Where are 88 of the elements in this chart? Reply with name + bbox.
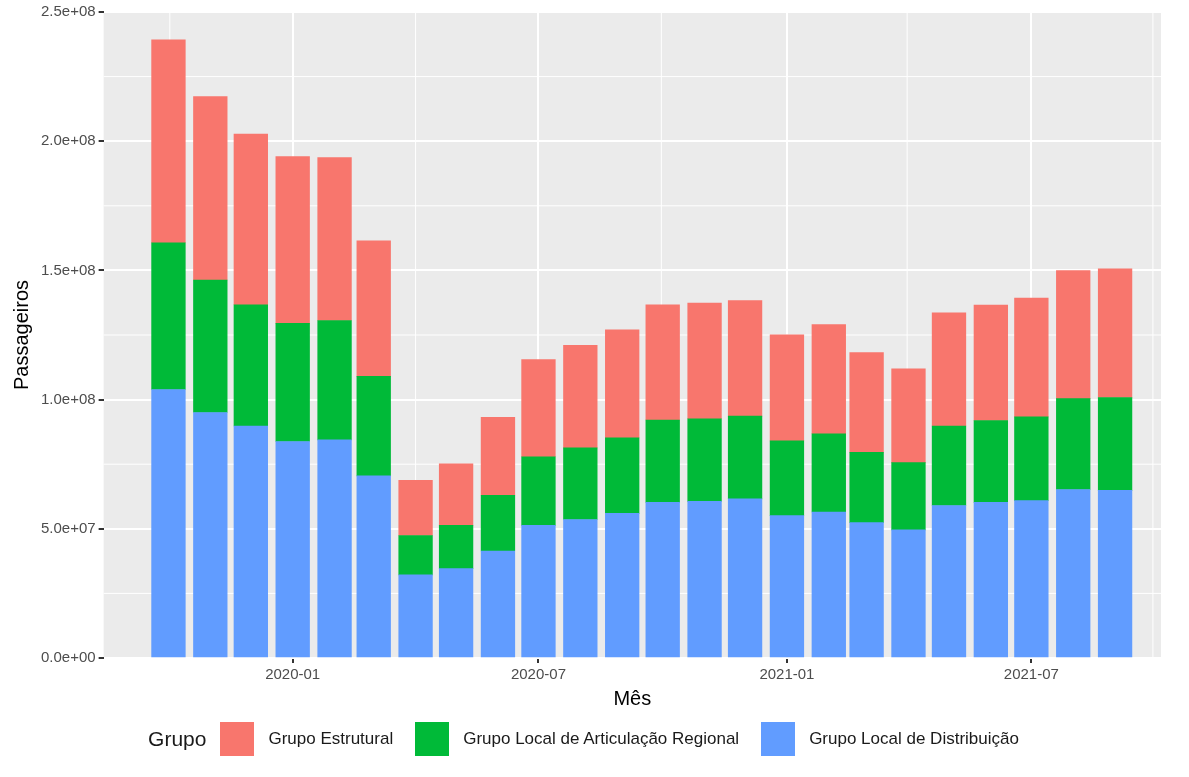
legend-label: Grupo Local de Distribuição [809, 729, 1019, 749]
bar [275, 441, 310, 658]
bar [727, 498, 763, 658]
bar [521, 359, 556, 458]
bar [891, 462, 926, 531]
bar [1014, 416, 1049, 501]
bar [973, 304, 1009, 421]
bar [605, 329, 640, 439]
bar [811, 433, 846, 513]
y-tick-label: 2.5e+08 [41, 2, 96, 20]
bar [645, 502, 680, 658]
y-axis-title: Passageiros [9, 279, 32, 391]
bar [769, 334, 805, 442]
bar [727, 300, 763, 417]
bar [563, 345, 598, 449]
bar [727, 415, 763, 500]
bar [973, 420, 1009, 503]
bar [1056, 489, 1091, 658]
y-tick-label: 1.0e+08 [41, 389, 96, 407]
bar [1014, 297, 1049, 418]
bar [891, 368, 926, 463]
bar [849, 352, 884, 453]
legend-title: Grupo [148, 727, 207, 751]
bar [563, 447, 598, 520]
bar [356, 240, 391, 377]
y-tick-label: 2.0e+08 [41, 131, 96, 149]
bar [193, 279, 228, 413]
bar [233, 304, 268, 427]
bar [1056, 398, 1091, 490]
bar [151, 389, 186, 658]
bar [480, 550, 516, 658]
bar [605, 512, 640, 658]
bar [769, 440, 805, 516]
y-tick-label: 0.0e+00 [41, 648, 96, 666]
bar [605, 437, 640, 514]
bar [398, 535, 433, 576]
bar [438, 568, 474, 658]
bar [480, 494, 516, 552]
bar [849, 451, 884, 523]
bar [193, 412, 228, 658]
bar [521, 525, 556, 658]
bar [356, 475, 391, 658]
bar [398, 574, 433, 658]
bar [811, 511, 846, 658]
bar [1097, 397, 1133, 491]
bar [849, 522, 884, 658]
x-axis-title: Mês [613, 686, 652, 709]
bar [317, 320, 352, 441]
legend-label: Grupo Estrutural [268, 729, 394, 749]
bar [1056, 270, 1091, 399]
bar [317, 157, 352, 321]
bar [645, 419, 680, 503]
bar [645, 304, 680, 421]
bar [233, 133, 268, 306]
bar [398, 479, 433, 536]
bar [521, 456, 556, 526]
bar [438, 463, 474, 526]
bar [931, 425, 967, 506]
bar [1097, 489, 1133, 658]
bar [1097, 268, 1133, 398]
bar [275, 323, 310, 442]
bar [931, 312, 967, 427]
bar [687, 501, 722, 658]
y-tick-label: 1.5e+08 [41, 260, 96, 278]
bar [687, 302, 722, 420]
bar [275, 156, 310, 324]
bar [687, 418, 722, 502]
bar [151, 39, 186, 244]
bar [193, 96, 228, 281]
bar [480, 417, 516, 496]
bar [151, 242, 186, 390]
x-tick-label: 2021-07 [1003, 665, 1059, 683]
x-tick-label: 2021-01 [759, 665, 815, 683]
bar [891, 529, 926, 658]
bar [356, 376, 391, 477]
bar [769, 515, 805, 658]
bar [1014, 500, 1049, 658]
bar [973, 502, 1009, 658]
legend-label: Grupo Local de Articulação Regional [463, 729, 740, 749]
bar [811, 324, 846, 435]
x-tick-label: 2020-07 [510, 665, 566, 683]
x-tick-label: 2020-01 [265, 665, 321, 683]
bar [233, 425, 268, 658]
bar [438, 525, 474, 569]
bar [317, 439, 352, 658]
bar [931, 505, 967, 658]
y-tick-label: 5.0e+07 [41, 518, 96, 536]
bar [563, 519, 598, 658]
